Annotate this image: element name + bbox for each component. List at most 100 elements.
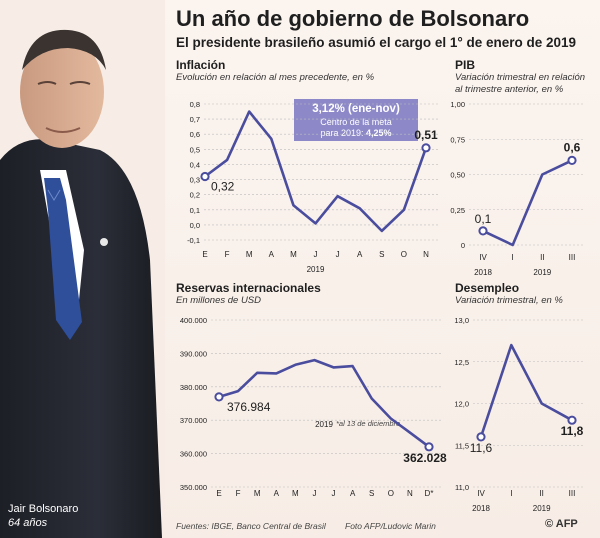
pib-xtick-label: III [569,253,576,262]
inflation-note-main: 3,12% (ene-nov) [312,103,400,115]
inflacion-ytick-label: -0,1 [187,236,200,245]
desempleo-xtick-label: III [569,489,576,498]
reservas-xtick-label: M [254,489,261,498]
pib-xtick-label: II [540,253,544,262]
sources-footer: Fuentes: IBGE, Banco Central de Brasil [176,521,326,531]
inflacion-data-point [421,143,431,153]
reservas-xtick-label: D* [425,489,434,498]
pib-year-label: 2018 [474,268,492,277]
reservas-xtick-label: S [369,489,374,498]
inflacion-ytick-label: 0,3 [190,176,200,185]
inflacion-ytick-label: 0,8 [190,100,200,109]
desempleo-data-point [476,432,486,442]
inflacion-ytick-label: 0,4 [190,160,200,169]
inflacion-xtick-label: E [202,250,207,259]
reservas-xtick-label: A [350,489,356,498]
reservas-ytick-label: 390.000 [180,349,207,358]
reservas-data-point [214,392,224,402]
reservas-ytick-label: 400.000 [180,316,207,325]
desempleo-year-label: 2019 [533,504,551,513]
desempleo-ytick-label: 13,0 [454,316,469,325]
pib-year-label: 2019 [533,268,551,277]
reservas-year-label: 2019 [315,420,333,429]
inflacion-ytick-label: 0,0 [190,221,200,230]
afp-logo: © AFP [545,518,578,530]
photo-credit: Foto AFP/Ludovic Marin [345,521,436,531]
desempleo-subtitle: Variación trimestral, en % [455,295,563,306]
reservas-xtick-label: N [407,489,413,498]
pib-series-line [482,159,573,247]
inflacion-ytick-label: 0,1 [190,206,200,215]
desempleo-data-point [567,415,577,425]
inflation-note-target: 4,25% [366,128,392,138]
inflacion-data-point [200,171,210,182]
inflacion-xtick-label: M [246,250,253,259]
pib-data-label: 0,6 [564,140,581,154]
person-name: Jair Bolsonaro [8,503,79,515]
inflacion-xtick-label: A [269,250,275,259]
reservas-xtick-label: E [216,489,221,498]
person-age: 64 años [8,517,48,529]
pib-subtitle: Variación trimestral en relación al trim… [455,72,586,95]
reservas-xtick-label: J [312,489,316,498]
inflacion-xtick-label: F [225,250,230,259]
desempleo-data-label: 11,6 [470,441,493,455]
inflacion-xtick-label: N [423,250,429,259]
reservas-ytick-label: 350.000 [180,483,207,492]
reservas-data-label: 362.028 [403,451,447,465]
desempleo-ytick-label: 11,0 [455,483,469,492]
desempleo-ytick-label: 12,0 [454,400,469,409]
inflacion-xtick-label: M [290,250,297,259]
pib-ytick-label: 0 [461,241,465,250]
desempleo-xtick-label: IV [477,489,485,498]
reservas-title: Reservas internacionales [176,281,321,295]
reservas-data-label: 376.984 [227,400,271,414]
pib-ytick-label: 0,50 [450,171,465,180]
inflacion-ytick-label: 0,7 [190,115,200,124]
reservas-subtitle: En millones de USD [176,295,262,306]
page-title: Un año de gobierno de Bolsonaro [176,6,530,31]
inflacion-xtick-label: J [314,250,318,259]
reservas-series-line [218,358,430,448]
inflacion-xtick-label: O [401,250,407,259]
pib-ytick-label: 0,25 [450,206,465,215]
pib-ytick-label: 0,75 [450,135,465,144]
desempleo-xtick-label: II [539,489,543,498]
reservas-xtick-label: O [388,489,394,498]
reservas-xtick-label: M [292,489,299,498]
inflacion-data-label: 0,32 [211,180,235,194]
inflacion-title: Inflación [176,58,226,72]
reservas-data-point [424,442,434,452]
pib-xtick-label: IV [479,253,487,262]
inflacion-subtitle: Evolución en relación al mes precedente,… [176,72,375,83]
portrait-photo [0,0,165,538]
pib-ytick-label: 1,00 [450,100,465,109]
page-subtitle: El presidente brasileño asumió el cargo … [176,35,577,50]
inflacion-data-label: 0,51 [414,128,438,142]
reservas-ytick-label: 360.000 [180,450,207,459]
reservas-ytick-label: 370.000 [180,416,207,425]
pib-xtick-label: I [512,253,514,262]
inflacion-ytick-label: 0,6 [190,130,200,139]
inflacion-xtick-label: S [379,250,384,259]
reservas-xtick-label: J [332,489,336,498]
reservas-footnote: *al 13 de diciembre [336,419,401,428]
reservas-ytick-label: 380.000 [180,383,207,392]
inflacion-ytick-label: 0,5 [190,145,200,154]
desempleo-ytick-label: 11,5 [455,441,469,450]
pib-title: PIB [455,58,476,72]
inflacion-ytick-label: 0,2 [190,191,200,200]
pib-data-label: 0,1 [475,212,492,226]
desempleo-data-label: 11,8 [561,424,584,438]
desempleo-xtick-label: I [510,489,512,498]
inflacion-xtick-label: A [357,250,363,259]
reservas-xtick-label: F [236,489,241,498]
desempleo-year-label: 2018 [472,504,490,513]
desempleo-title: Desempleo [455,281,520,295]
reservas-xtick-label: A [274,489,280,498]
desempleo-ytick-label: 12,5 [454,358,469,367]
inflacion-year-label: 2019 [307,265,325,274]
inflacion-series-line [204,110,428,233]
desempleo-series-line [479,343,573,438]
